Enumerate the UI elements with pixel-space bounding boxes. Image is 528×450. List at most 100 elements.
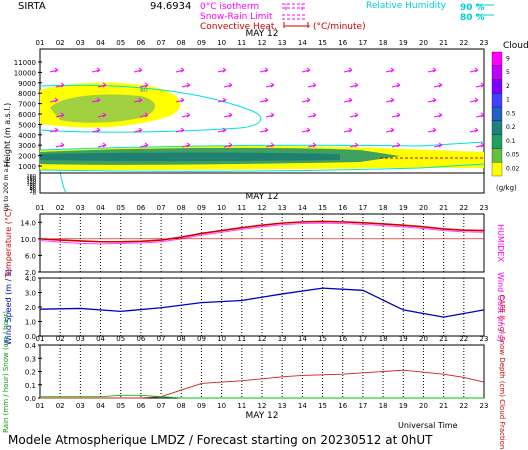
rain-right-label: CAPE (J / g) Snow Depth (cm) Cloud Fract… (498, 295, 506, 450)
wind-arrow (343, 67, 353, 73)
hour-label: 19 (399, 402, 408, 410)
hour-label: 09 (197, 402, 206, 410)
temperature-panel: 14.0 10.0 6.0 2.0 (20, 214, 485, 277)
wind-arrow (385, 127, 395, 133)
cloud-scale-label: 0.1 (506, 138, 516, 145)
height-tick-label-low: 80 (30, 183, 36, 189)
wind-arrow (265, 142, 275, 148)
legend-isotherm-sample (282, 3, 306, 10)
hour-label: 19 (399, 204, 408, 212)
height-ticks: 1100010000900080007000600050004000300020… (14, 59, 484, 197)
wind-arrow (427, 127, 437, 133)
hour-label: 06 (136, 204, 145, 212)
hour-label: 23 (480, 335, 489, 343)
hour-label: 08 (177, 204, 186, 212)
wind-arrow (469, 67, 479, 73)
height-tick-label-low: 20 (30, 189, 36, 195)
cloud-scale-label: 0.5 (506, 110, 516, 117)
wind-arrow (223, 112, 233, 118)
hour-label: 21 (439, 402, 448, 410)
clouds-unit: (g/kg) (496, 184, 517, 192)
hour-label: 05 (116, 39, 125, 47)
hour-label: 02 (56, 402, 65, 410)
hour-label: 01 (36, 402, 45, 410)
wind-arrows (49, 67, 485, 148)
hour-label: 18 (379, 39, 388, 47)
wind-arrow (217, 127, 227, 133)
rain-panel-frame (39, 344, 485, 399)
hour-label: 20 (419, 39, 428, 47)
wind-arrow (139, 82, 149, 88)
wind-arrow (349, 82, 359, 88)
y-tick-label: 0.0 (25, 333, 36, 341)
hour-label: 10 (217, 204, 226, 212)
hour-label: 06 (136, 39, 145, 47)
y-tick-label: 1.0 (25, 319, 36, 327)
hour-label: 21 (439, 204, 448, 212)
hour-label: 10 (217, 39, 226, 47)
bottom-hour-labels: 01 02 03 04 05 06 07 08 09 10 11 12 13 14 15 16 17 18 19 20… (36, 402, 489, 410)
wind-arrow (175, 97, 185, 103)
height-tick-label: 3000 (18, 142, 36, 150)
wind-arrow (301, 67, 311, 73)
legend-convective: Convective Heat. (200, 22, 277, 32)
legend-isotherm: 0°C isotherm (200, 2, 259, 12)
series-line (39, 220, 485, 243)
date-label-top: MAY 12 (245, 29, 278, 39)
wind-arrow (265, 112, 275, 118)
hour-label: 07 (157, 402, 166, 410)
wind-arrow (307, 142, 317, 148)
hour-label: 04 (96, 204, 105, 212)
wind-arrow (343, 127, 353, 133)
hour-label: 05 (116, 204, 125, 212)
height-tick-label-low: 0 (33, 191, 36, 197)
series-line (40, 369, 485, 399)
cloud-scale-label: 1 (506, 97, 510, 104)
hour-label: 14 (298, 402, 307, 410)
wind-arrow (133, 127, 143, 133)
y-tick-label: 2.0 (25, 304, 36, 312)
wind-arrow (349, 142, 359, 148)
height-tick-label-low: 160 (26, 176, 36, 182)
hour-label: 14 (298, 335, 307, 343)
hour-label: 22 (459, 335, 468, 343)
height-tick-label: 10000 (14, 69, 36, 77)
wind-gust-label: Wind Gust (m / s) (496, 272, 505, 342)
hour-label: 09 (197, 39, 206, 47)
hour-label: 11 (237, 204, 246, 212)
wind-arrow (433, 112, 443, 118)
wind-arrow (139, 112, 149, 118)
hour-label: 18 (379, 204, 388, 212)
cloud-scale-swatch (491, 162, 503, 177)
wind-arrow (433, 142, 443, 148)
wind-arrow (91, 67, 101, 73)
wind-arrow (385, 97, 395, 103)
height-tick-label: 4000 (18, 132, 36, 140)
rain-ylabel: Rain (mm / hour) Snow (cm / hour) (2, 311, 10, 433)
hour-label: 16 (338, 335, 347, 343)
station-name: SIRTA (18, 1, 46, 12)
hour-label: 01 (36, 204, 45, 212)
hour-label: 10 (217, 335, 226, 343)
height-tick-label-low: 180 (26, 174, 36, 180)
height-tick-label: 8000 (18, 90, 36, 98)
wind-arrow (301, 97, 311, 103)
legend-rh-80: 80 % (460, 13, 485, 23)
wind-arrow (91, 97, 101, 103)
hour-label: 23 (480, 204, 489, 212)
hour-label: 15 (318, 39, 327, 47)
wind-arrow (181, 112, 191, 118)
hour-label: 18 (379, 335, 388, 343)
cloud-scale-swatch (491, 51, 503, 66)
clouds-title: Clouds (503, 41, 528, 51)
hour-label: 13 (278, 335, 287, 343)
hour-label: 17 (358, 402, 367, 410)
hour-label: 12 (258, 402, 267, 410)
cloud-field (40, 82, 484, 170)
hour-label: 21 (439, 335, 448, 343)
hour-label: 07 (157, 335, 166, 343)
hour-label: 04 (96, 39, 105, 47)
wind-arrow (391, 142, 401, 148)
wind-arrow (475, 82, 485, 88)
universal-time-label: Universal Time (398, 421, 458, 430)
